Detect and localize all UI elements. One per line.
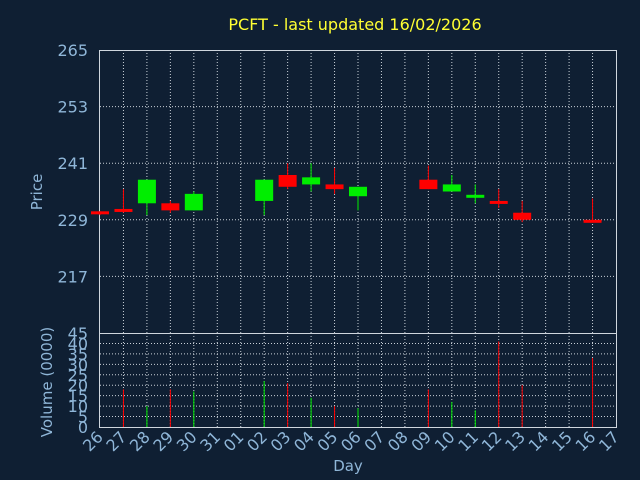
volume-axis-label: Volume (0000) [38,327,56,437]
price-tick-label: 241 [57,154,88,173]
candle-body [325,184,344,190]
candle-body [419,179,438,190]
price-candles [91,163,602,223]
candle-body [513,212,532,220]
candle-body [278,174,297,187]
candle-body [349,186,367,197]
chart-title: PCFT - last updated 16/02/2026 [228,15,481,34]
candle-body [161,203,180,211]
candle-body [302,177,321,185]
volume-tick-label: 10 [68,397,88,416]
volume-tick-label: 5 [78,408,88,427]
price-axis-ticks: 265 253 241 229 217 [57,41,88,286]
price-tick-label: 265 [57,41,88,60]
candle-body [583,219,602,223]
volume-bars [122,341,594,427]
candle-body [137,179,156,204]
candle-body [255,179,274,201]
volume-tick-label: 25 [68,366,88,385]
candle-body [489,200,508,204]
candle-body [466,194,485,198]
price-axis-label: Price [28,174,46,211]
candle-body [114,208,133,212]
volume-tick-label: 15 [68,387,88,406]
candle-body [184,193,203,211]
volume-tick-label: 45 [68,324,88,343]
x-axis-ticks: 2627282930310102030405060708091011121314… [79,427,623,455]
x-tick-label: 17 [595,427,623,455]
volume-tick-label: 0 [78,418,88,437]
volume-tick-label: 30 [68,355,88,374]
candle-body [91,211,109,215]
x-axis-label: Day [333,457,363,475]
volume-tick-label: 20 [68,376,88,395]
volume-tick-label: 40 [68,334,88,353]
volume-tick-label: 35 [68,345,88,364]
price-tick-label: 253 [57,98,88,117]
candle-body [442,184,461,192]
price-tick-label: 229 [57,211,88,230]
price-tick-label: 217 [57,267,88,286]
